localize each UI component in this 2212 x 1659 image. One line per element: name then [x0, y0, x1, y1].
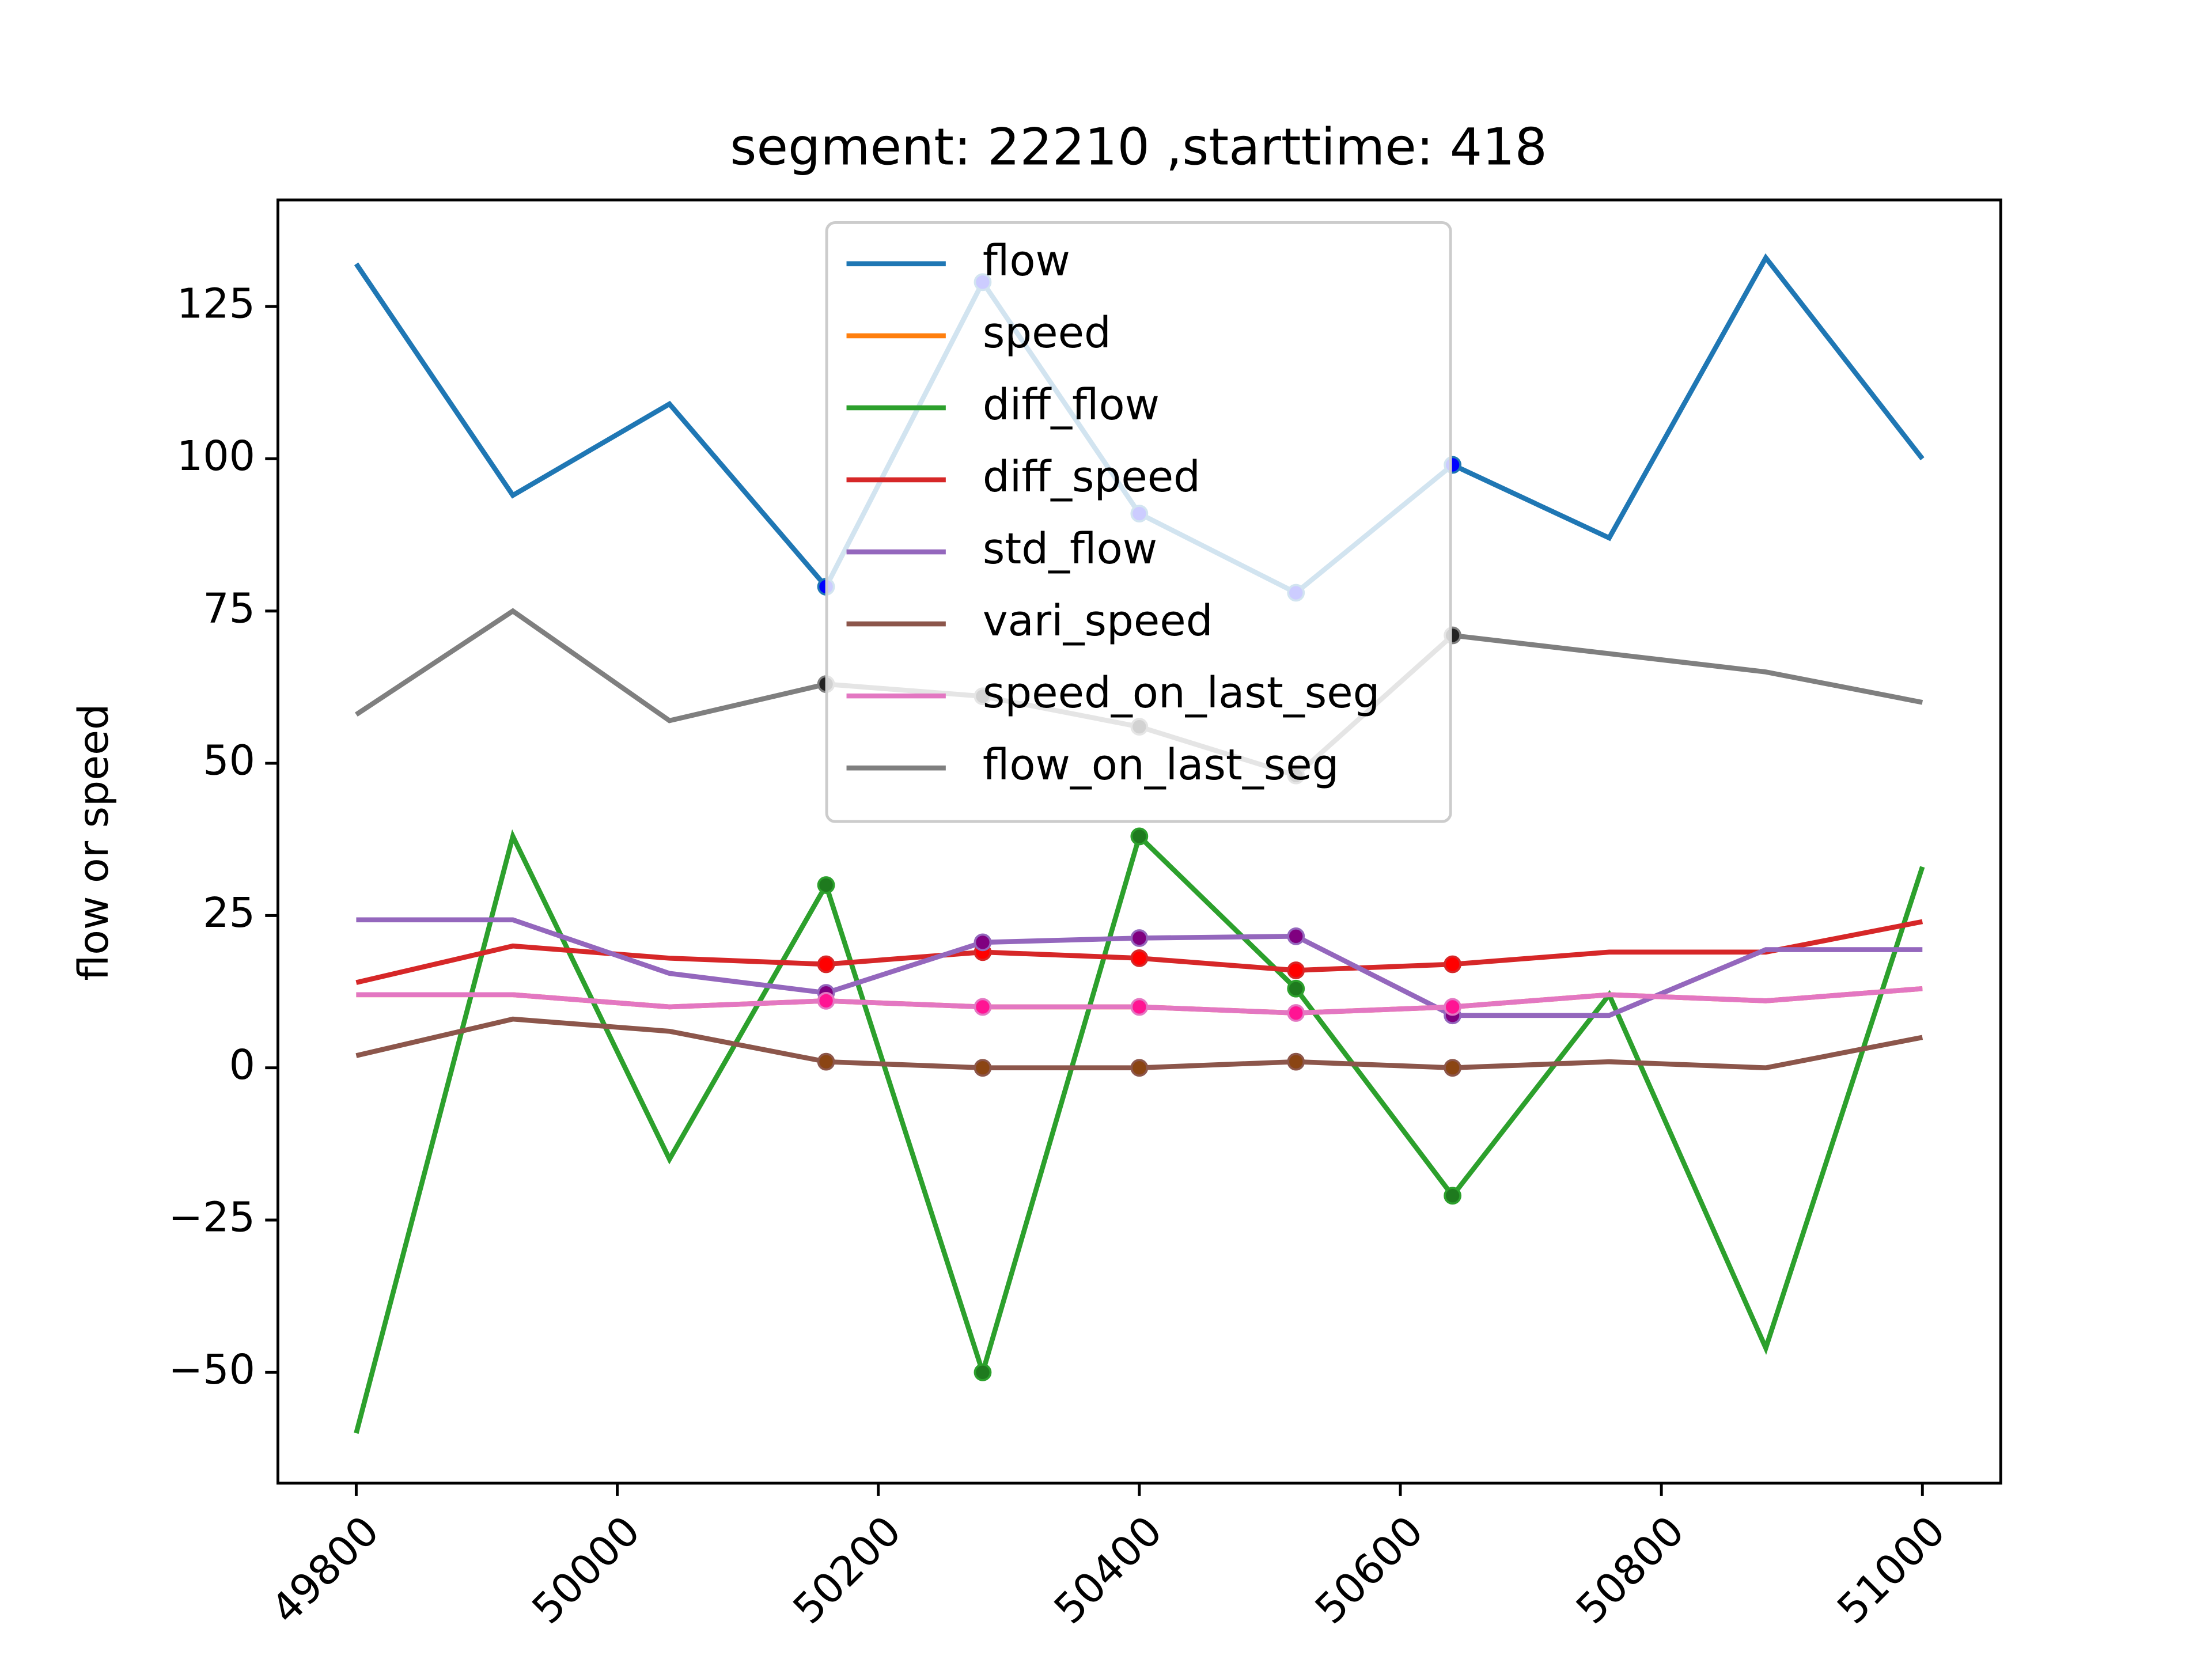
point-marker [974, 933, 992, 952]
y-tick-label: 75 [203, 584, 255, 632]
point-marker [1130, 998, 1149, 1016]
point-marker [1287, 979, 1305, 998]
point-marker [1444, 1059, 1462, 1077]
legend-label: flow_on_last_seg [983, 740, 1339, 790]
point-marker [1130, 827, 1149, 846]
point-marker [817, 992, 835, 1010]
y-tick-label: −50 [168, 1346, 255, 1393]
legend-label: diff_speed [983, 452, 1200, 502]
legend-label: flow [983, 236, 1070, 286]
point-marker [1287, 1004, 1305, 1022]
point-marker [1287, 961, 1305, 979]
y-tick-label: 100 [177, 432, 255, 480]
point-marker [1287, 927, 1305, 945]
legend: flow speed diff_flow diff_speed std_flowvari… [825, 221, 1452, 823]
point-marker [817, 1052, 835, 1071]
legend-label: diff_flow [983, 380, 1160, 430]
point-marker [817, 955, 835, 974]
y-tick-label: −25 [168, 1194, 255, 1241]
point-marker [817, 876, 835, 894]
y-tick-label: 50 [203, 737, 255, 785]
point-marker [1444, 955, 1462, 974]
point-marker [1444, 1187, 1462, 1205]
y-tick-label: 125 [177, 280, 255, 328]
legend-box [825, 221, 1452, 823]
chart-title: segment: 22210 ,starttime: 418 [730, 117, 1547, 176]
point-marker [1287, 1052, 1305, 1071]
point-marker [1444, 998, 1462, 1016]
point-marker [1130, 1059, 1149, 1077]
plot-frame [276, 198, 2002, 1485]
legend-label: speed [983, 308, 1111, 358]
y-tick-label: 0 [229, 1041, 255, 1089]
point-marker [974, 998, 992, 1016]
legend-label: std_flow [983, 524, 1157, 574]
point-marker [1130, 929, 1149, 947]
point-marker [974, 1363, 992, 1381]
legend-label: speed_on_last_seg [983, 668, 1380, 718]
y-axis-label: flow or speed [70, 704, 118, 981]
point-marker [1130, 949, 1149, 967]
point-marker [974, 1059, 992, 1077]
y-tick-label: 25 [203, 889, 255, 937]
legend-label: vari_speed [983, 596, 1213, 646]
